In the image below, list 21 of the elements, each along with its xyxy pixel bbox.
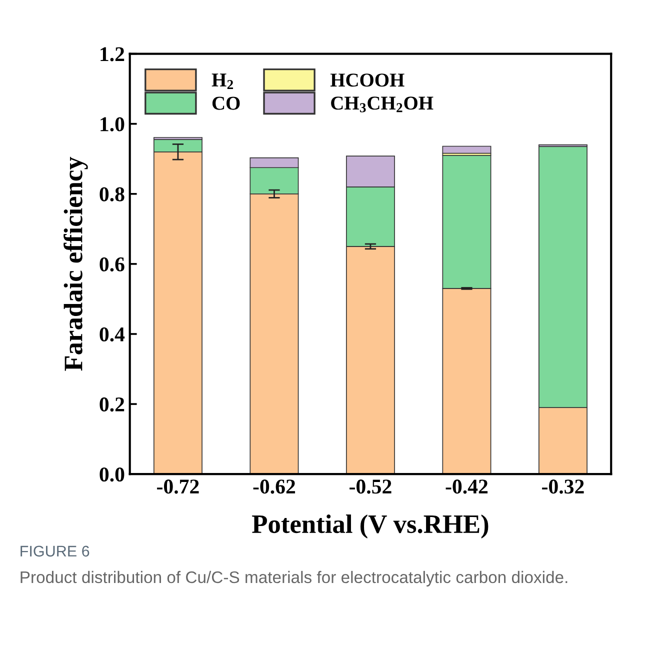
y-axis-title: Faradaic efficiency (64, 156, 88, 371)
x-tick-label: -0.42 (446, 480, 488, 494)
legend-label: CO (212, 96, 240, 110)
x-tick-label: -0.32 (542, 480, 584, 494)
y-tick-label: 0.6 (100, 257, 124, 272)
x-tick-label: -0.52 (350, 480, 392, 494)
y-tick-label: 0.4 (100, 327, 125, 342)
y-tick-label: 1.2 (100, 47, 124, 62)
x-tick-label: -0.62 (253, 480, 296, 494)
bar (442, 146, 492, 154)
text: Product distribution of Cu/C-S materials for electrocatalytic carbon dioxide. (20, 570, 568, 586)
y-tick-label: 0.2 (100, 397, 124, 412)
x-axis-title: Potential (V vs.RHE) (252, 514, 488, 538)
legend-label: HCOOH (330, 74, 404, 87)
x-tick-label: -0.72 (157, 480, 199, 494)
caption: FIGURE 6 (20, 546, 90, 557)
y-tick-label: 1.0 (100, 117, 124, 132)
y-tick-label: 0.8 (100, 187, 124, 202)
legend-label: H$_{2}$ (212, 74, 234, 90)
y-tick-label: 0.0 (100, 467, 124, 482)
legend-label: CH$_{3}$CH$_{2}$OH (331, 96, 434, 112)
